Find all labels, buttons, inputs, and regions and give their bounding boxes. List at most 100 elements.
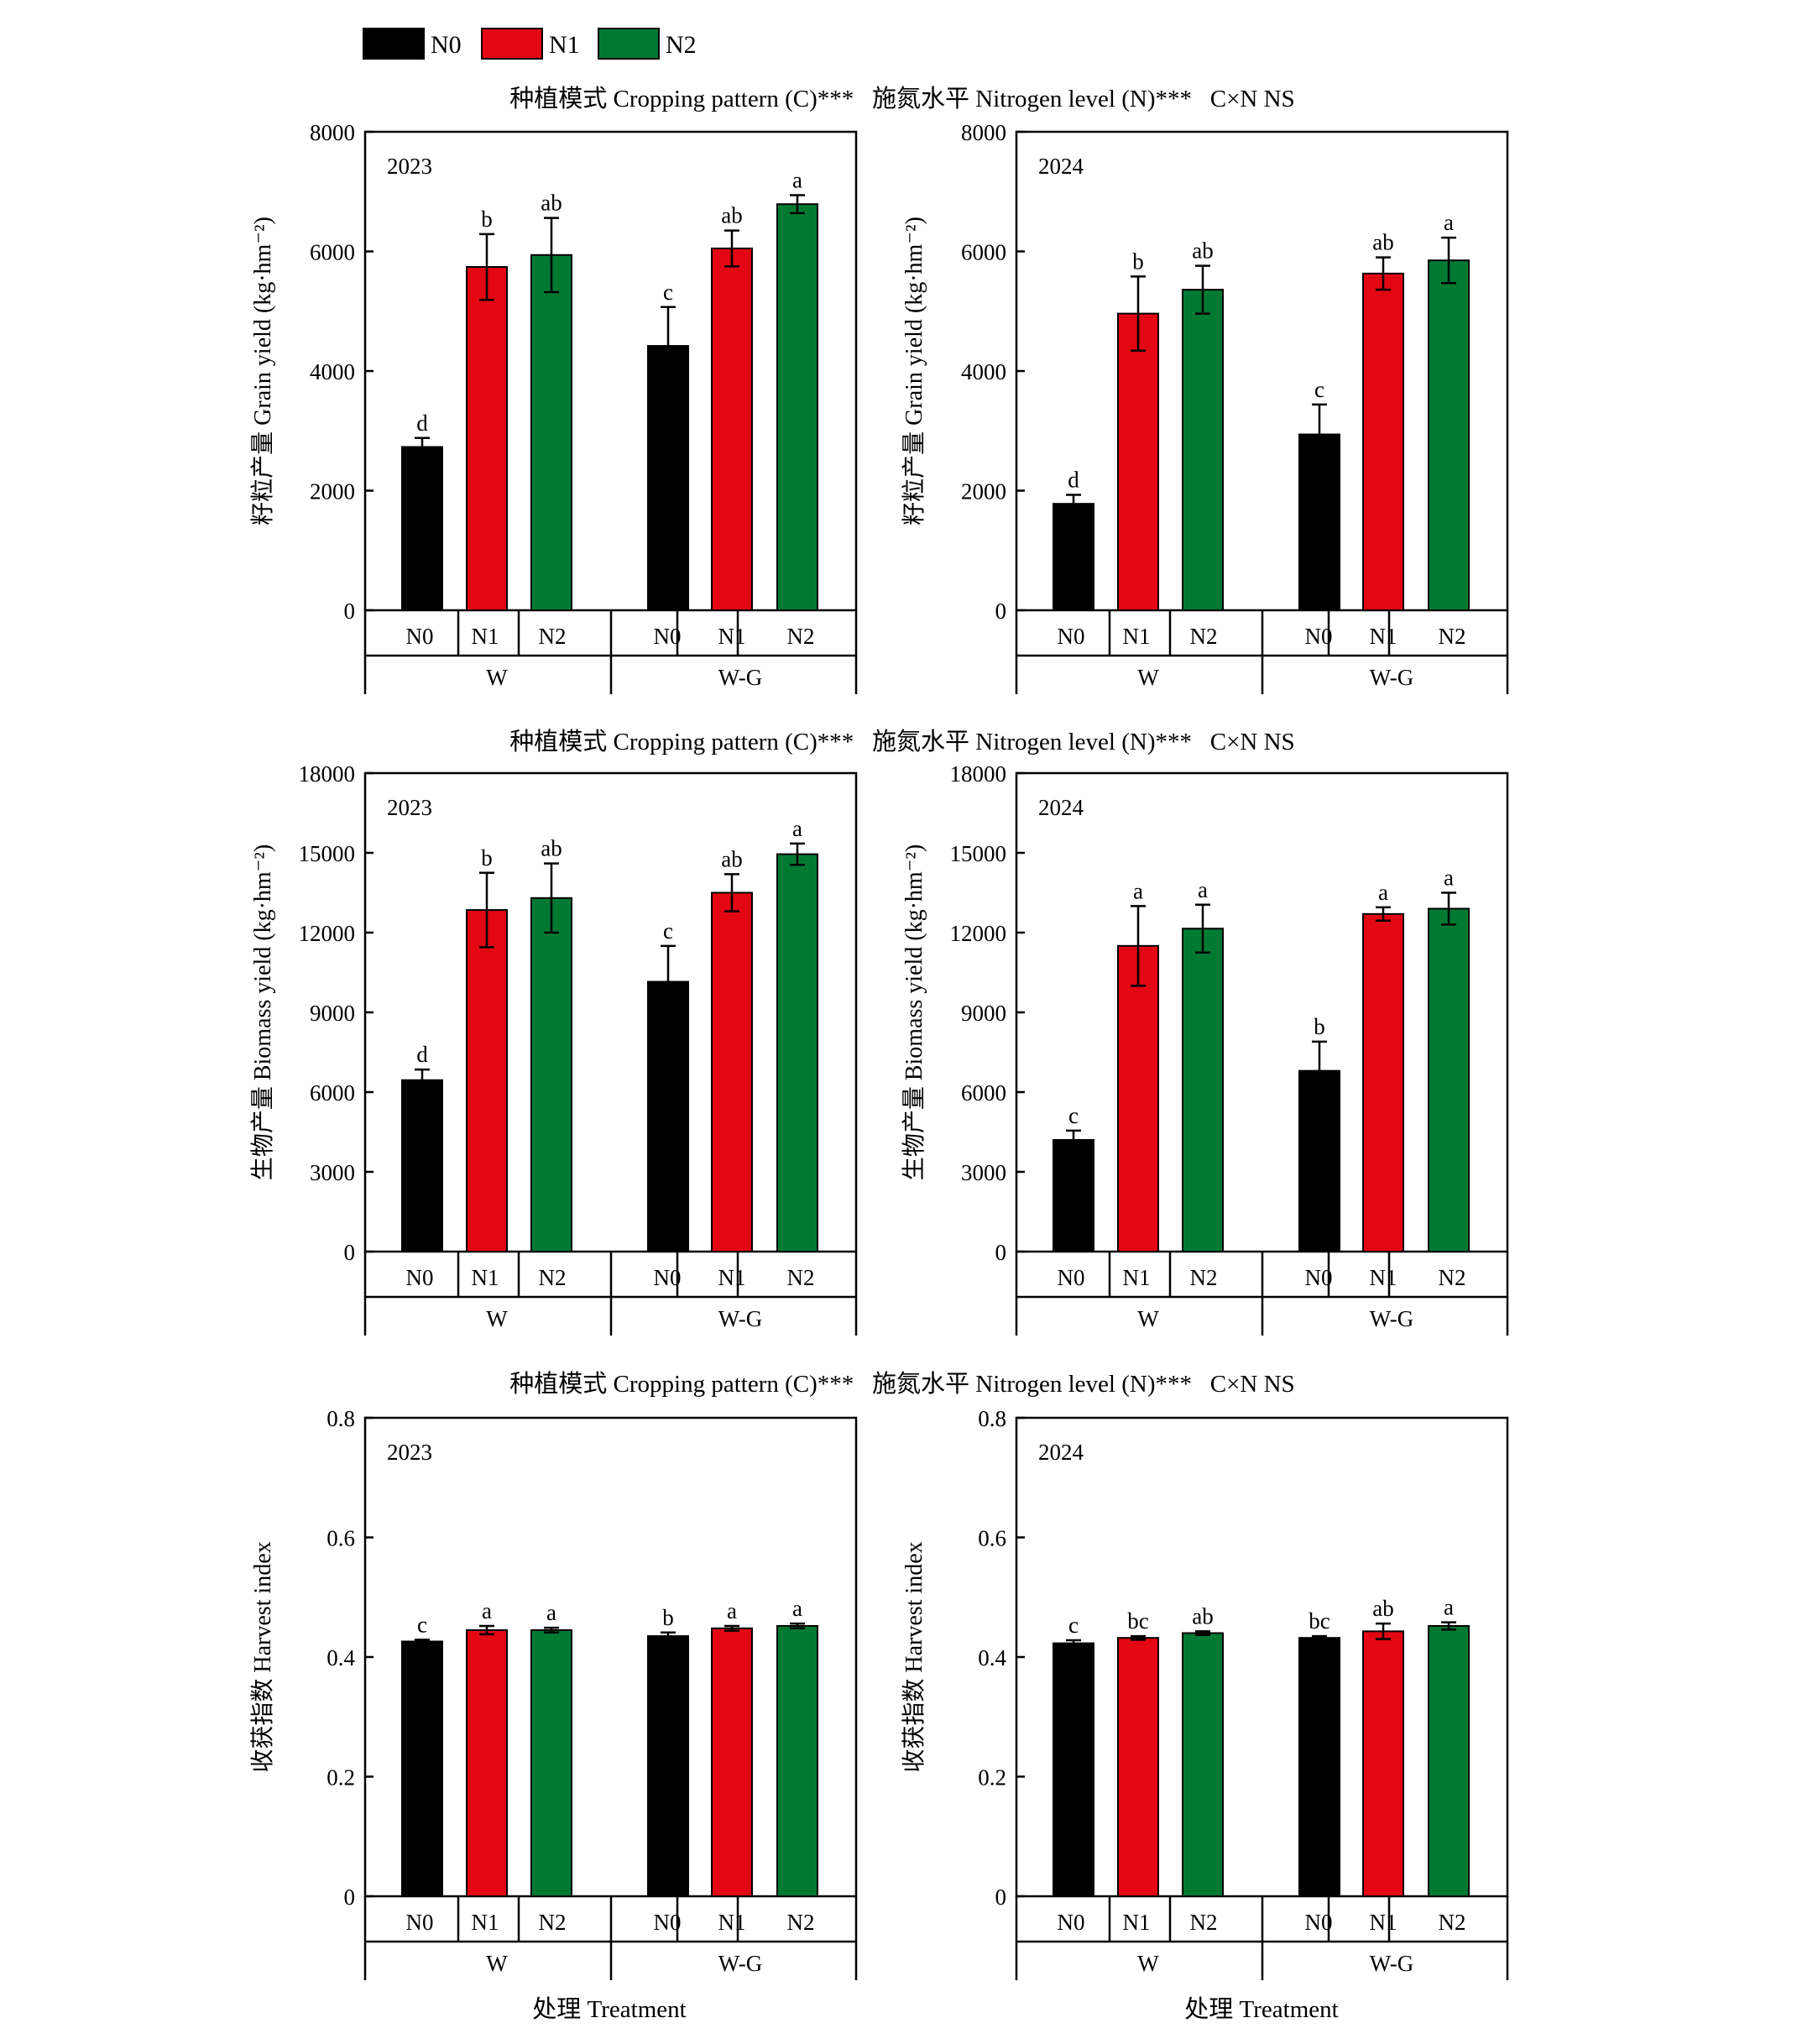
group-label: W [486,1951,508,1976]
significance-letter: a [546,1600,556,1625]
y-axis-label: 籽粒产量 Grain yield (kg·hm⁻²) [901,217,927,525]
significance-letter: bc [1309,1608,1330,1634]
significance-letter: ab [1372,230,1393,255]
significance-letter: a [1378,880,1388,905]
group-label: W-G [718,1951,762,1976]
significance-row-3: 种植模式 Cropping pattern (C)*** 施氮水平 Nitrog… [509,1370,1294,1398]
panel-year-label: 2023 [387,154,432,179]
significance-letter: c [1068,1613,1079,1638]
bar-w-g-n0 [647,345,689,611]
y-axis-label: 生物产量 Biomass yield (kg·hm⁻²) [901,844,927,1180]
category-label: N1 [472,624,499,649]
legend-swatch-n1 [481,28,543,60]
bar-w-n2 [530,254,572,611]
y-tick-label: 18000 [950,761,1007,787]
bar-w-g-n2 [776,1624,818,1897]
bar-w-n2 [1182,1632,1224,1897]
significance-letter: a [1444,865,1454,891]
bar-w-n0 [401,1640,443,1897]
category-label: N2 [787,1910,815,1935]
significance-letter: d [416,410,428,436]
bar-w-n0 [401,446,443,611]
group-label: W-G [1370,1306,1413,1331]
significance-letter: d [416,1042,428,1067]
significance-row-1: 种植模式 Cropping pattern (C)*** 施氮水平 Nitrog… [509,85,1294,112]
bar-w-n2 [1182,928,1224,1252]
y-tick-label: 18000 [299,761,356,787]
bar-w-g-n0 [1298,1637,1340,1897]
category-label: N0 [654,624,682,649]
bar-w-n2 [530,897,572,1253]
category-label: N1 [472,1910,499,1935]
bar-w-n1 [466,1628,508,1897]
y-tick-label: 0.4 [978,1645,1006,1670]
bar-w-g-n2 [776,203,818,611]
significance-letter: b [481,206,493,232]
bar-w-n0 [1053,1139,1094,1252]
significance-letter: a [792,1596,802,1621]
legend: N0 N1 N2 [363,28,697,60]
panel-4: 0 3000 6000 9000 12000 15000 18000 生物产量 Biomass… [901,761,1509,1336]
bar-w-g-n2 [1428,1624,1470,1897]
y-tick-label: 6000 [310,1080,355,1106]
significance-letter: ab [1192,238,1213,264]
significance-letter: a [727,1598,737,1623]
y-tick-label: 4000 [961,359,1006,384]
legend-swatch-n2 [598,28,660,60]
legend-label-n1: N1 [549,31,580,59]
bar-w-g-n1 [711,247,753,611]
group-label: W-G [718,665,762,690]
bar-w-g-n0 [647,980,689,1253]
y-tick-label: 12000 [950,921,1007,946]
bar-w-g-n1 [711,891,753,1252]
y-axis-label: 籽粒产量 Grain yield (kg·hm⁻²) [249,217,276,525]
panel-year-label: 2023 [387,795,432,820]
significance-letter: ab [721,846,742,871]
y-tick-label: 0.2 [978,1765,1006,1790]
category-label: N2 [539,1265,567,1290]
y-tick-label: 0.8 [978,1406,1006,1431]
group-label: W [1137,665,1159,690]
y-axis-label: 收获指数 Harvest index [901,1541,927,1772]
y-tick-label: 2000 [310,479,355,504]
category-label: N2 [1439,1910,1466,1935]
panel-3: 0 3000 6000 9000 12000 15000 18000 生物产量 Biomass… [249,761,858,1336]
category-label: N1 [718,624,746,649]
bar-w-n2 [530,1628,572,1897]
category-label: N0 [1058,1265,1085,1290]
panel-year-label: 2024 [1038,795,1084,820]
y-tick-label: 0 [995,1885,1007,1910]
category-label: N2 [1439,1265,1466,1290]
y-tick-label: 0.4 [326,1645,355,1670]
bar-w-n0 [401,1079,443,1252]
significance-letter: b [1314,1014,1325,1039]
bar-w-n1 [1117,312,1159,611]
bar-w-n2 [1182,289,1224,611]
y-tick-label: 9000 [310,1001,355,1026]
significance-letter: ab [1372,1596,1393,1621]
category-label: N0 [1058,1910,1085,1935]
bar-w-g-n0 [647,1635,689,1897]
group-label: W [1137,1951,1159,1976]
group-label: W-G [1370,1951,1413,1976]
significance-letter: b [481,845,493,870]
significance-letter: c [417,1612,427,1637]
category-label: N1 [718,1265,746,1290]
category-label: N0 [406,1265,434,1290]
y-tick-label: 9000 [961,1001,1006,1026]
category-label: N1 [1370,1265,1397,1290]
category-label: N2 [539,624,567,649]
significance-letter: d [1068,467,1079,492]
category-label: N0 [406,1910,434,1935]
category-label: N0 [1058,624,1085,649]
y-axis-label: 生物产量 Biomass yield (kg·hm⁻²) [249,844,276,1180]
significance-letter: ab [541,836,562,861]
category-label: N1 [1370,1910,1397,1935]
significance-letter: bc [1127,1608,1149,1634]
bar-w-g-n1 [711,1627,753,1898]
category-label: N2 [1439,624,1466,649]
y-tick-label: 3000 [310,1160,355,1185]
x-axis-title-right: 处理 Treatment [1184,1995,1338,2023]
y-axis-label: 收获指数 Harvest index [249,1541,276,1772]
